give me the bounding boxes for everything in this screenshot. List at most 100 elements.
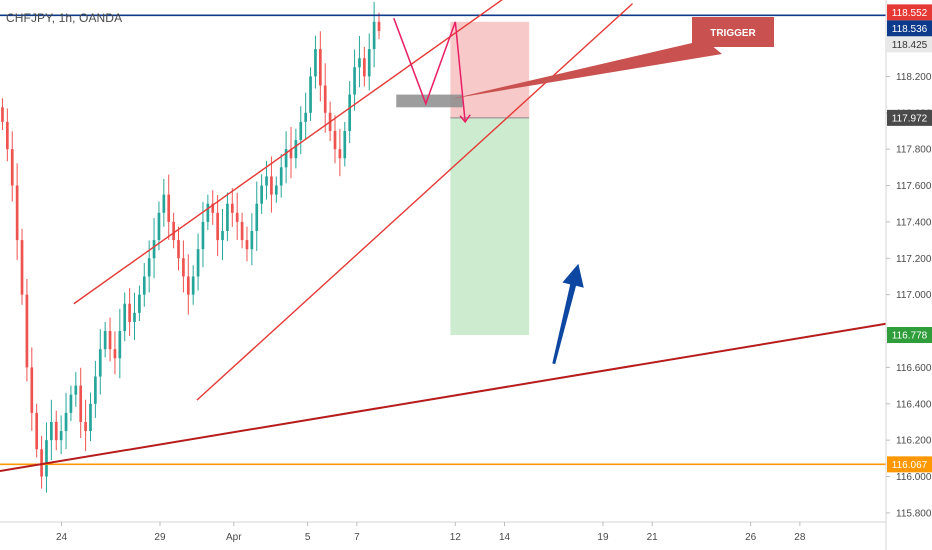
drawings — [0, 0, 887, 473]
trigger-pointer — [452, 40, 722, 99]
channel-upper-line — [73, 0, 503, 305]
candle — [191, 265, 195, 305]
candle — [294, 128, 298, 169]
candle-body — [226, 203, 229, 231]
candle-body — [25, 294, 29, 368]
time-tick-label: 29 — [154, 532, 166, 543]
candle-body — [45, 440, 48, 477]
candle-body — [133, 312, 136, 322]
candle — [1, 98, 4, 131]
rising-trendline — [0, 322, 887, 473]
time-axis[interactable]: 24 29 Apr 5 7 12 14 19 21 26 28 — [56, 522, 806, 543]
candle — [216, 194, 219, 257]
candle-body — [255, 203, 259, 231]
candle — [309, 67, 312, 121]
candle — [108, 317, 112, 362]
price-marker: 116.067 — [887, 456, 932, 473]
candle — [162, 178, 166, 227]
trigger-label: TRIGGER — [710, 28, 756, 39]
candle — [142, 263, 146, 307]
candle-body — [128, 303, 131, 322]
candle-body — [304, 112, 308, 122]
plot-area[interactable] — [0, 0, 886, 522]
candle — [123, 292, 127, 342]
candle — [255, 181, 259, 251]
bullish-arrow — [552, 263, 584, 365]
candle — [54, 410, 58, 451]
candle-body — [59, 431, 63, 441]
candle-body — [358, 58, 361, 68]
candle-body — [64, 412, 68, 432]
candle-body — [186, 276, 190, 295]
candle-body — [157, 212, 161, 241]
candle-body — [309, 76, 312, 113]
candle-body — [142, 276, 146, 295]
candle-body — [367, 49, 371, 77]
entry-box — [396, 94, 463, 108]
price-marker: 118.536 — [887, 20, 932, 37]
candle — [186, 254, 190, 315]
price-tick-label: 116.200 — [896, 436, 932, 447]
candle — [147, 240, 151, 293]
candle-body — [89, 403, 92, 432]
trigger-callout: TRIGGER — [452, 17, 774, 99]
candle — [152, 217, 156, 279]
candle-body — [240, 221, 244, 241]
candle — [338, 129, 342, 177]
candle — [128, 288, 131, 337]
candle — [318, 31, 322, 102]
candle — [226, 192, 229, 242]
candle — [94, 360, 97, 418]
time-tick-label: 14 — [499, 532, 511, 543]
price-marker: 116.778 — [887, 327, 932, 344]
price-tick-label: 116.600 — [896, 363, 932, 374]
price-marker: 118.552 — [887, 4, 932, 21]
candle-body — [279, 167, 283, 186]
candle — [284, 131, 288, 184]
candle — [177, 226, 180, 271]
price-tick-label: 117.800 — [896, 145, 932, 156]
candle-body — [15, 185, 19, 241]
candle — [64, 392, 68, 450]
candle-body — [299, 121, 303, 141]
candle — [358, 36, 361, 88]
candle — [84, 399, 87, 452]
price-marker-label: 116.778 — [892, 331, 928, 342]
take-profit-zone — [450, 117, 530, 336]
candle — [343, 121, 347, 167]
candle-body — [30, 367, 34, 413]
candle — [15, 163, 19, 261]
candle-body — [118, 331, 122, 359]
price-marker-label: 117.972 — [892, 113, 928, 124]
candle — [118, 308, 122, 379]
candle — [245, 226, 249, 262]
price-tick-label: 115.800 — [896, 508, 932, 519]
channel-lower-line — [196, 3, 633, 401]
candle — [230, 188, 234, 227]
candle — [240, 212, 244, 249]
candle — [274, 176, 278, 203]
price-tick-label: 116.400 — [896, 399, 932, 410]
candle — [279, 153, 283, 198]
candle — [211, 190, 215, 225]
candle-body — [54, 421, 58, 441]
candle — [69, 385, 73, 422]
candle — [314, 35, 317, 89]
candle — [289, 126, 293, 179]
price-marker: 117.972 — [887, 109, 932, 126]
candle-body — [362, 58, 366, 77]
time-tick-label: 26 — [745, 532, 757, 543]
candle-body — [6, 121, 9, 150]
candle-body — [235, 212, 239, 222]
candle — [138, 285, 141, 322]
time-tick-label: Apr — [226, 532, 242, 543]
candle — [40, 435, 43, 489]
price-marker-bg — [887, 109, 932, 126]
candle — [196, 233, 200, 291]
candle-body — [108, 331, 112, 350]
candle-body — [377, 21, 381, 31]
price-axis[interactable]: 118.200118.000117.800117.600117.400117.2… — [886, 72, 932, 520]
candle-body — [274, 185, 278, 195]
